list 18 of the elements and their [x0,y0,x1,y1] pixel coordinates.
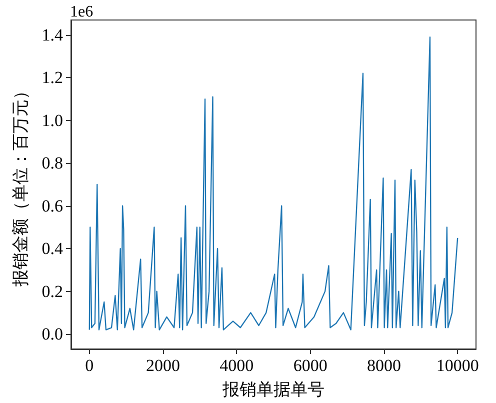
y-tick-label: 0.8 [42,154,63,173]
annotation: 1e6 [70,4,94,20]
x-tick-label: 4000 [220,356,254,375]
y-tick-label: 0.0 [42,324,63,344]
y-tick-label: 0.6 [42,196,63,216]
x-tick-label: 0 [85,356,94,375]
x-axis-title: 报销单据单号 [222,380,324,399]
line-series [88,36,458,330]
y-tick-label: 1.0 [42,110,63,130]
x-tick-label: 2000 [146,356,180,375]
x-tick-label: 8000 [366,356,401,375]
y-tick-label: 0.4 [42,239,64,258]
y-tick-label: 1.2 [42,68,63,88]
x-tick-label: 10000 [436,356,479,375]
y-tick-label: 1.4 [42,25,64,44]
y-tick-label: 0.2 [42,282,63,301]
y-axis-title: 报销金额（单位：百万元） [11,82,30,288]
x-tick-label: 6000 [293,356,328,375]
